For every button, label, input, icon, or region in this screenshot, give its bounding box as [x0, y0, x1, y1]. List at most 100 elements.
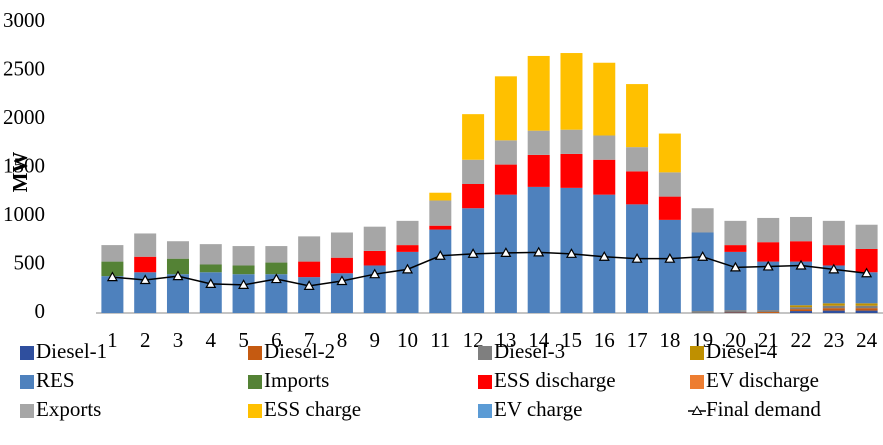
- x-tick-label: 2: [140, 328, 151, 352]
- bar-segment: [626, 84, 649, 148]
- bar-segment: [626, 147, 649, 172]
- demand-marker: [238, 279, 250, 289]
- x-tick-label: 19: [692, 328, 713, 352]
- x-tick-label: 16: [594, 328, 615, 352]
- demand-line: [112, 251, 867, 287]
- bar-segment: [330, 273, 353, 313]
- bar-segment: [232, 265, 255, 275]
- x-tick-label: 20: [725, 328, 746, 352]
- bar-segment: [298, 277, 321, 313]
- x-tick-label: 24: [856, 328, 878, 352]
- bar-segment: [658, 133, 681, 173]
- bar-segment: [429, 229, 452, 313]
- bar-segment: [822, 265, 845, 304]
- bar-segment: [101, 261, 124, 277]
- demand-marker: [139, 274, 151, 285]
- bar-segment: [363, 226, 386, 251]
- bar-segment: [757, 312, 780, 313]
- bar-segment: [790, 305, 813, 308]
- bar-segment: [199, 264, 222, 273]
- bar-segment: [724, 245, 747, 252]
- x-tick-label: 7: [304, 328, 315, 352]
- y-tick-label: 2500: [3, 56, 45, 80]
- x-tick-label: 8: [337, 328, 348, 352]
- bar-segment: [593, 159, 616, 195]
- legend-label: Diesel-3: [494, 339, 565, 363]
- bar-segment: [232, 246, 255, 266]
- legend-label: RES: [36, 368, 75, 392]
- bar-segment: [527, 130, 550, 155]
- bar-segment: [265, 262, 288, 275]
- bar-segment: [166, 274, 189, 313]
- bar-segment: [429, 192, 452, 201]
- y-tick-label: 500: [14, 250, 46, 274]
- bar-segment: [855, 303, 878, 306]
- bar-segment: [757, 310, 780, 313]
- x-tick-label: 17: [627, 328, 648, 352]
- bar-segment: [757, 261, 780, 311]
- y-tick-label: 2000: [3, 105, 45, 129]
- legend-swatch: [20, 346, 34, 360]
- bar-segment: [265, 274, 288, 313]
- bar-segment: [822, 245, 845, 266]
- bar-segment: [494, 164, 517, 195]
- bar-segment: [790, 216, 813, 242]
- demand-marker: [598, 251, 610, 261]
- bar-segment: [691, 232, 714, 312]
- legend-label: EV discharge: [706, 368, 819, 392]
- bar-segment: [658, 172, 681, 197]
- y-tick-label: 0: [35, 299, 46, 323]
- bar-segment: [462, 159, 485, 184]
- bar-segment: [855, 248, 878, 273]
- demand-marker: [401, 263, 414, 274]
- y-tick-label: 3000: [3, 8, 45, 32]
- demand-marker: [631, 252, 643, 263]
- bar-segment: [790, 241, 813, 262]
- bar-segment: [462, 183, 485, 209]
- demand-marker: [729, 261, 741, 272]
- legend-swatch: [478, 404, 492, 418]
- x-tick-label: 5: [238, 328, 249, 352]
- bar-segment: [560, 53, 583, 130]
- bar-segment: [429, 225, 452, 230]
- bar-segment: [527, 154, 550, 187]
- legend-label: Exports: [36, 397, 101, 421]
- bar-segment: [429, 200, 452, 226]
- bar-segment: [199, 244, 222, 265]
- bar-segment: [298, 236, 321, 262]
- bar-segment: [166, 241, 189, 259]
- legend-swatch: [20, 404, 34, 418]
- bar-segment: [790, 311, 813, 313]
- y-tick-label: 1500: [3, 153, 45, 177]
- demand-marker: [828, 263, 840, 274]
- legend-swatch: [478, 346, 492, 360]
- bar-segment: [626, 171, 649, 205]
- bar-segment: [462, 208, 485, 313]
- demand-marker: [533, 246, 545, 257]
- demand-marker: [270, 273, 282, 284]
- bar-segment: [298, 261, 321, 278]
- bar-segment: [822, 220, 845, 246]
- bar-segment: [101, 245, 124, 262]
- legend-label: EV charge: [494, 397, 582, 421]
- legend-label: Imports: [264, 368, 329, 392]
- bar-segment: [593, 135, 616, 160]
- bar-segment: [593, 62, 616, 136]
- demand-marker: [303, 280, 315, 290]
- bar-segment: [560, 129, 583, 154]
- demand-marker: [500, 247, 512, 257]
- demand-marker: [762, 260, 774, 271]
- bar-segment: [822, 308, 845, 311]
- x-tick-label: 15: [561, 328, 582, 352]
- legend-label: Diesel-1: [36, 339, 107, 363]
- legend-marker: [691, 405, 703, 415]
- demand-marker: [565, 248, 578, 258]
- bar-segment: [166, 258, 189, 275]
- legend-label: Final demand: [706, 397, 821, 421]
- y-tick-label: 1000: [3, 202, 45, 226]
- bar-segment: [691, 208, 714, 233]
- bar-segment: [855, 272, 878, 304]
- x-tick-label: 18: [659, 328, 680, 352]
- bar-segment: [462, 114, 485, 160]
